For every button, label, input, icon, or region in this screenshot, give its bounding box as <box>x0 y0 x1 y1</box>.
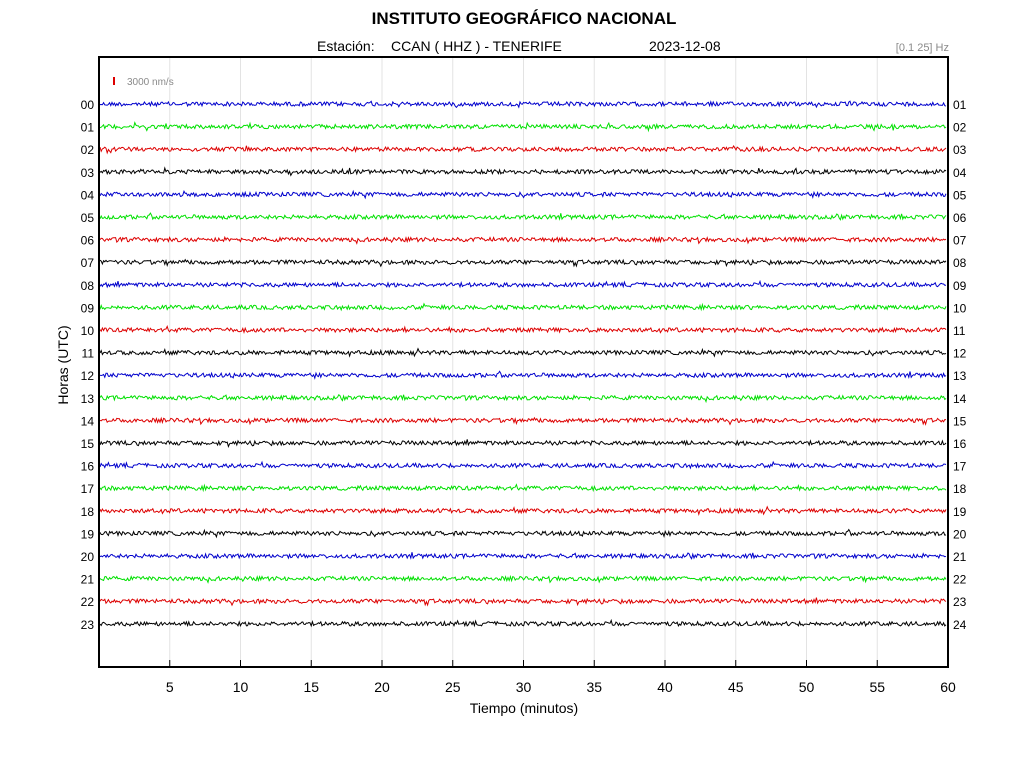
plot-frame <box>98 56 949 668</box>
trace-hour-23 <box>99 618 947 628</box>
hour-label-left: 11 <box>82 347 95 361</box>
hour-label-right: 12 <box>953 347 967 361</box>
x-tick-label: 60 <box>940 679 956 695</box>
hour-label-left: 20 <box>81 550 95 564</box>
hour-label-left: 03 <box>81 166 95 180</box>
trace-hour-22 <box>99 597 947 607</box>
hour-label-left: 16 <box>81 460 95 474</box>
x-tick-label: 45 <box>728 679 744 695</box>
hour-label-right: 23 <box>953 595 967 609</box>
hour-label-left: 09 <box>81 301 95 315</box>
hour-label-right: 18 <box>953 482 967 496</box>
grid-lines <box>169 58 878 666</box>
hour-label-left: 14 <box>81 414 95 428</box>
x-axis-label: Tiempo (minutos) <box>469 700 579 716</box>
hour-label-right: 24 <box>953 618 967 632</box>
hour-label-left: 01 <box>81 121 95 135</box>
hour-label-right: 19 <box>953 505 967 519</box>
hour-label-right: 22 <box>953 573 967 587</box>
trace-hour-10 <box>99 325 947 334</box>
hour-label-right: 05 <box>953 188 967 202</box>
station-label: Estación: <box>317 38 375 54</box>
trace-hour-00 <box>99 100 947 109</box>
hour-label-right: 02 <box>953 121 967 135</box>
hour-label-right: 06 <box>953 211 967 225</box>
hour-label-right: 08 <box>953 256 967 270</box>
trace-hour-04 <box>99 189 947 200</box>
traces <box>99 100 947 628</box>
trace-hour-07 <box>99 258 947 268</box>
trace-hour-13 <box>99 394 947 404</box>
scale-bar-label: 3000 nm/s <box>127 77 174 88</box>
trace-hour-15 <box>99 439 947 448</box>
x-tick-label: 30 <box>516 679 532 695</box>
hour-label-left: 15 <box>81 437 95 451</box>
hour-label-left: 00 <box>81 98 95 112</box>
trace-hour-20 <box>99 552 947 560</box>
x-tick-label: 15 <box>303 679 319 695</box>
trace-hour-16 <box>99 460 947 470</box>
hour-label-left: 13 <box>81 392 95 406</box>
trace-hour-11 <box>99 347 947 358</box>
hour-label-left: 22 <box>81 595 95 609</box>
x-tick-label: 35 <box>586 679 602 695</box>
hour-labels: 00 01 02 03 04 05 06 07 08 09 10 11 12 13 14 15 16 17 18 19… <box>81 98 967 632</box>
x-tick-label: 50 <box>799 679 815 695</box>
hour-label-left: 19 <box>81 527 95 541</box>
trace-hour-02 <box>99 145 947 155</box>
trace-hour-19 <box>99 528 947 539</box>
trace-hour-12 <box>99 370 947 380</box>
hour-label-right: 14 <box>953 392 967 406</box>
x-ticks: 5 10 15 20 25 30 35 40 45 50 55 60 <box>166 660 956 695</box>
x-tick-label: 40 <box>657 679 673 695</box>
y-axis-label: Horas (UTC) <box>55 325 71 405</box>
hour-label-right: 09 <box>953 279 967 293</box>
trace-hour-03 <box>99 166 947 177</box>
station-name: CCAN ( HHZ ) - TENERIFE <box>391 38 562 54</box>
hour-label-right: 10 <box>953 301 967 315</box>
hour-label-left: 12 <box>81 369 95 383</box>
hour-label-right: 21 <box>953 550 967 564</box>
hour-label-right: 11 <box>953 324 966 338</box>
hour-label-right: 03 <box>953 143 967 157</box>
x-tick-label: 10 <box>233 679 249 695</box>
x-tick-label: 20 <box>374 679 390 695</box>
hour-label-left: 07 <box>81 256 95 270</box>
hour-label-right: 04 <box>953 166 967 180</box>
x-tick-label: 55 <box>869 679 885 695</box>
trace-hour-08 <box>99 279 947 289</box>
trace-hour-01 <box>99 121 947 133</box>
trace-hour-05 <box>99 212 947 221</box>
hour-label-right: 01 <box>953 98 967 112</box>
scale-bar: 3000 nm/s <box>113 77 174 88</box>
trace-hour-21 <box>99 574 947 584</box>
trace-hour-18 <box>99 505 947 516</box>
hour-label-left: 23 <box>81 618 95 632</box>
hour-label-left: 04 <box>81 188 95 202</box>
hour-label-right: 17 <box>953 460 967 474</box>
hour-label-left: 10 <box>81 324 95 338</box>
chart-title: INSTITUTO GEOGRÁFICO NACIONAL <box>371 9 677 28</box>
hour-label-left: 08 <box>81 279 95 293</box>
trace-hour-14 <box>99 416 947 426</box>
hour-label-left: 06 <box>81 234 95 248</box>
hour-label-left: 18 <box>81 505 95 519</box>
hour-label-right: 15 <box>953 414 967 428</box>
trace-hour-17 <box>99 483 947 493</box>
hour-label-left: 02 <box>81 143 95 157</box>
hour-label-right: 20 <box>953 527 967 541</box>
hour-label-right: 13 <box>953 369 967 383</box>
hour-label-right: 16 <box>953 437 967 451</box>
hour-label-left: 21 <box>81 573 95 587</box>
trace-hour-06 <box>99 235 947 245</box>
hour-label-right: 07 <box>953 234 967 248</box>
x-tick-label: 5 <box>166 679 174 695</box>
date-label: 2023-12-08 <box>649 38 721 54</box>
hour-label-left: 17 <box>81 482 95 496</box>
frequency-band: [0.1 25] Hz <box>895 42 949 54</box>
x-tick-label: 25 <box>445 679 461 695</box>
trace-hour-09 <box>99 302 947 312</box>
hour-label-left: 05 <box>81 211 95 225</box>
